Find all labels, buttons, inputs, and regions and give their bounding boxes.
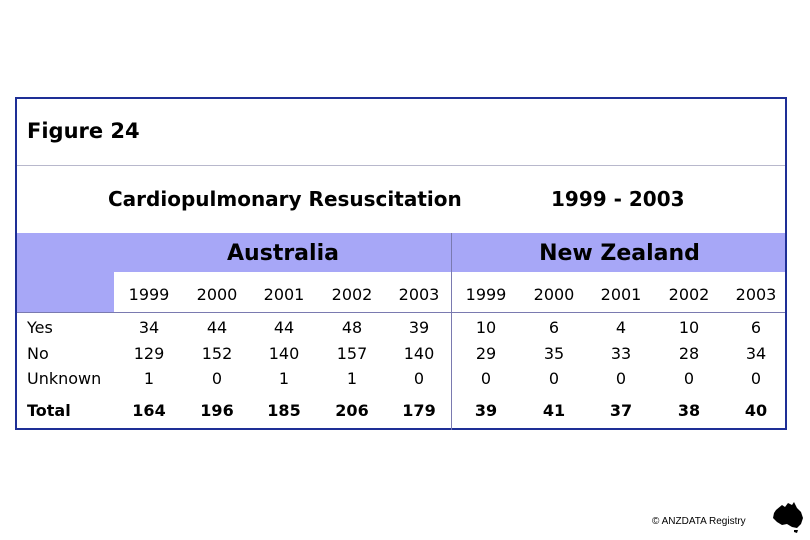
table-cell: 0 — [615, 369, 627, 388]
row-label-unknown: Unknown — [27, 369, 102, 388]
total-cell: 39 — [474, 401, 498, 420]
total-cell: 38 — [677, 401, 701, 420]
total-cell: 37 — [609, 401, 633, 420]
total-cell: 185 — [267, 401, 301, 420]
row-label-total: Total — [27, 401, 71, 420]
region-new-zealand: New Zealand — [539, 241, 700, 266]
table-cell: 152 — [201, 344, 233, 363]
table-cell: 28 — [678, 344, 700, 363]
figure-label: Figure 24 — [27, 119, 140, 143]
table-cell: 129 — [133, 344, 165, 363]
table-cell: 10 — [475, 318, 497, 337]
table-cell: 157 — [336, 344, 368, 363]
australia-map-icon — [773, 502, 803, 533]
table-cell: 44 — [206, 318, 228, 337]
table-cell: 44 — [273, 318, 295, 337]
total-cell: 164 — [132, 401, 166, 420]
total-cell: 196 — [200, 401, 234, 420]
chart-title-text: Cardiopulmonary Resuscitation — [108, 187, 462, 211]
year-header: 1999 — [128, 285, 170, 304]
year-header: 2003 — [735, 285, 777, 304]
total-cell: 206 — [335, 401, 369, 420]
region-australia: Australia — [227, 241, 339, 266]
table-cell: 140 — [268, 344, 300, 363]
row-label-yes: Yes — [27, 318, 53, 337]
year-header: 1999 — [465, 285, 507, 304]
table-cell: 34 — [138, 318, 160, 337]
year-header: 2002 — [668, 285, 710, 304]
figure-frame: Figure 24 Cardiopulmonary Resuscitation … — [15, 97, 787, 430]
region-divider — [451, 233, 452, 430]
total-cell: 40 — [744, 401, 768, 420]
table-cell: 0 — [750, 369, 762, 388]
table-cell: 140 — [403, 344, 435, 363]
header-divider — [17, 312, 785, 313]
table-cell: 35 — [543, 344, 565, 363]
row-label-no: No — [27, 344, 49, 363]
table-cell: 0 — [548, 369, 560, 388]
year-header: 2001 — [263, 285, 305, 304]
total-cell: 179 — [402, 401, 436, 420]
table-cell: 0 — [683, 369, 695, 388]
table-cell: 34 — [745, 344, 767, 363]
table-cell: 0 — [480, 369, 492, 388]
table-cell: 33 — [610, 344, 632, 363]
year-header: 2001 — [600, 285, 642, 304]
table-cell: 48 — [341, 318, 363, 337]
table-cell: 1 — [346, 369, 358, 388]
region-header-band — [17, 233, 785, 272]
table-cell: 10 — [678, 318, 700, 337]
table-cell: 1 — [143, 369, 155, 388]
table-cell: 6 — [750, 318, 762, 337]
table-cell: 0 — [413, 369, 425, 388]
chart-period: 1999 - 2003 — [551, 187, 685, 211]
table-cell: 6 — [548, 318, 560, 337]
title-divider — [17, 165, 785, 166]
copyright-notice: © ANZDATA Registry — [652, 516, 746, 527]
year-header: 2000 — [533, 285, 575, 304]
year-header: 2002 — [331, 285, 373, 304]
table-cell: 0 — [211, 369, 223, 388]
table-cell: 4 — [615, 318, 627, 337]
table-cell: 29 — [475, 344, 497, 363]
chart-title: Cardiopulmonary Resuscitation 1999 - 200… — [17, 185, 785, 215]
total-cell: 41 — [542, 401, 566, 420]
year-header: 2003 — [398, 285, 440, 304]
table-cell: 39 — [408, 318, 430, 337]
year-header: 2000 — [196, 285, 238, 304]
row-label-header-band — [17, 272, 114, 312]
table-cell: 1 — [278, 369, 290, 388]
